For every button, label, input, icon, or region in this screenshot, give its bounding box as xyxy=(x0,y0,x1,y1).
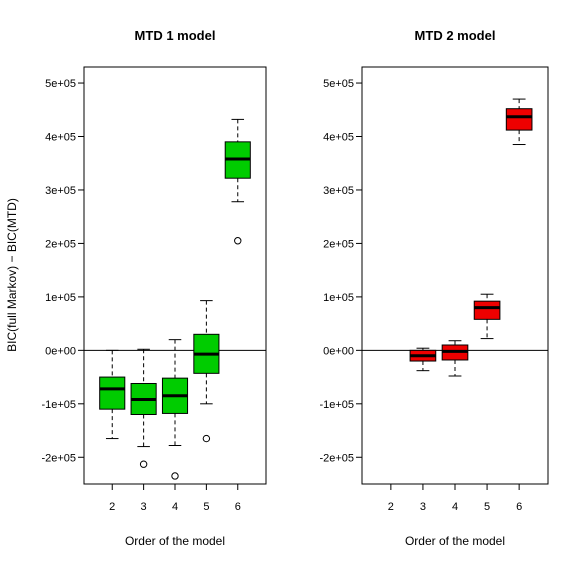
box-2 xyxy=(100,350,125,438)
box-3 xyxy=(131,349,156,467)
x-tick-label: 2 xyxy=(109,501,115,513)
chart-title: MTD 2 model xyxy=(415,28,496,43)
x-tick-label: 3 xyxy=(420,501,426,513)
y-tick-label: -1e+05 xyxy=(319,399,354,411)
x-tick-label: 6 xyxy=(516,501,522,513)
box-iqr xyxy=(474,301,500,319)
outlier-point xyxy=(235,238,241,244)
x-tick-label: 2 xyxy=(388,501,394,513)
y-tick-label: 1e+05 xyxy=(45,292,76,304)
box-3 xyxy=(410,348,436,370)
box-4 xyxy=(162,340,187,480)
x-tick-label: 3 xyxy=(141,501,147,513)
box-6 xyxy=(225,119,250,244)
x-axis-label: Order of the model xyxy=(125,534,225,548)
x-tick-label: 6 xyxy=(235,501,241,513)
y-tick-label: 3e+05 xyxy=(323,185,354,197)
outlier-point xyxy=(203,435,209,441)
y-tick-label: 4e+05 xyxy=(45,132,76,144)
box-6 xyxy=(506,99,532,144)
x-tick-label: 5 xyxy=(484,501,490,513)
y-tick-label: 2e+05 xyxy=(323,238,354,250)
x-tick-label: 4 xyxy=(172,501,178,513)
y-tick-label: 4e+05 xyxy=(323,132,354,144)
x-tick-label: 4 xyxy=(452,501,458,513)
y-tick-label: -2e+05 xyxy=(319,452,354,464)
outlier-point xyxy=(140,461,146,467)
y-tick-label: 0e+00 xyxy=(45,345,76,357)
y-tick-label: 2e+05 xyxy=(45,238,76,250)
y-tick-label: 5e+05 xyxy=(45,78,76,90)
y-tick-label: 5e+05 xyxy=(323,78,354,90)
y-tick-label: 1e+05 xyxy=(323,292,354,304)
y-tick-label: -1e+05 xyxy=(41,399,76,411)
panel-1: MTD 1 model -2e+05 -1e+05 0e+00 1e+05 2e+05 3e… xyxy=(5,28,266,548)
box-iqr xyxy=(506,109,532,130)
y-tick-label: 3e+05 xyxy=(45,185,76,197)
box-iqr xyxy=(100,377,125,409)
box-5 xyxy=(194,301,219,442)
box-5 xyxy=(474,294,500,338)
outlier-point xyxy=(172,473,178,479)
panel-2: MTD 2 model -2e+05 -1e+05 0e+00 1e+05 2e+05 3e… xyxy=(319,28,548,548)
y-axis-label: BIC(full Markov) − BIC(MTD) xyxy=(5,198,19,352)
box-4 xyxy=(442,341,468,376)
y-tick-label: -2e+05 xyxy=(41,452,76,464)
y-tick-label: 0e+00 xyxy=(323,345,354,357)
x-tick-label: 5 xyxy=(203,501,209,513)
x-axis-label: Order of the model xyxy=(405,534,505,548)
chart-title: MTD 1 model xyxy=(135,28,216,43)
